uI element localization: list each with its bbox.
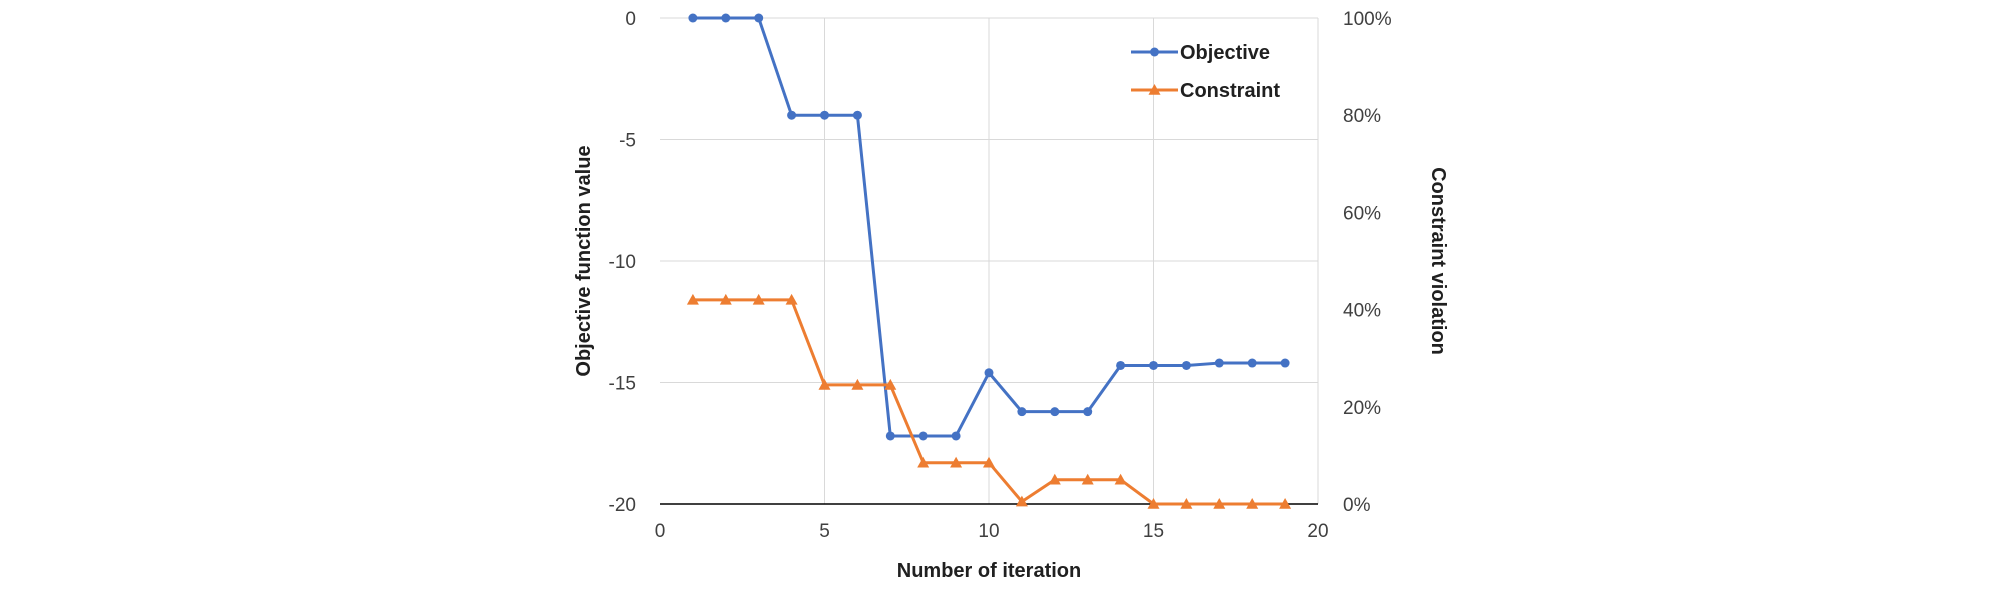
data-point [1280, 358, 1290, 368]
data-point [1017, 407, 1027, 417]
data-point [1180, 498, 1193, 509]
y2-tick-label: 60% [1343, 203, 1381, 224]
data-point [754, 13, 764, 23]
y-tick-label: -5 [619, 131, 636, 152]
data-point [1114, 473, 1127, 485]
data-point [1116, 360, 1126, 370]
data-point [852, 110, 862, 120]
data-point [951, 431, 961, 441]
x-tick-label: 0 [655, 521, 666, 542]
y-axis-title: Objective function value [573, 145, 595, 376]
data-point [983, 456, 995, 468]
data-point [688, 13, 698, 23]
y-tick-label: 0 [625, 9, 636, 30]
x-tick-label: 15 [1143, 521, 1164, 542]
data-point [686, 293, 699, 305]
gridlines [660, 17, 1319, 504]
data-point [1279, 498, 1292, 509]
data-point [787, 110, 797, 120]
y2-tick-label: 80% [1343, 106, 1381, 127]
data-point [721, 13, 731, 23]
data-point [1083, 407, 1093, 417]
data-point [1213, 498, 1226, 509]
data-point [884, 378, 897, 390]
data-point [820, 110, 829, 120]
data-point [1147, 498, 1160, 509]
y2-tick-label: 0% [1343, 495, 1371, 516]
data-point [917, 456, 930, 468]
data-point [950, 456, 963, 468]
x-axis-title: Number of iteration [897, 560, 1081, 582]
legend-label: Objective [1180, 42, 1270, 64]
series [686, 13, 1292, 509]
y2-tick-label: 20% [1343, 398, 1381, 419]
data-point [1048, 473, 1061, 485]
data-point [752, 293, 765, 305]
data-point [918, 431, 928, 441]
data-point [1181, 360, 1191, 370]
y2-axis-title: Constraint violation [1427, 167, 1449, 355]
data-point [785, 293, 798, 305]
data-point [1246, 498, 1259, 509]
tick-labels: 0 5 10 15 20 0 -5 -10 -15 -20 100% 80% 60% 40% 20% 0% [609, 9, 1392, 542]
data-point [1150, 47, 1159, 57]
data-point [1015, 495, 1028, 507]
data-point [1148, 84, 1161, 95]
y2-tick-label: 40% [1343, 301, 1381, 322]
y2-tick-label: 100% [1343, 9, 1392, 30]
data-point [1050, 407, 1060, 417]
data-point [1081, 473, 1094, 485]
y-tick-label: -15 [609, 374, 636, 395]
data-point [851, 378, 864, 390]
data-point [885, 431, 895, 441]
x-tick-label: 10 [978, 521, 999, 542]
series-constraint [686, 293, 1292, 509]
data-point [984, 368, 994, 378]
x-tick-label: 20 [1307, 521, 1328, 542]
data-point [1214, 358, 1224, 368]
x-tick-label: 5 [819, 521, 830, 542]
data-point [1149, 360, 1158, 370]
data-point [1247, 358, 1257, 368]
data-point [719, 293, 732, 305]
legend-item-constraint: Constraint [1131, 80, 1280, 102]
data-point [818, 378, 831, 390]
legend-item-objective: Objective [1131, 42, 1270, 64]
series-objective [688, 13, 1290, 441]
y-tick-label: -20 [609, 495, 636, 516]
y-tick-label: -10 [609, 252, 636, 273]
legend: Objective Constraint [1131, 42, 1280, 102]
legend-label: Constraint [1180, 80, 1280, 102]
